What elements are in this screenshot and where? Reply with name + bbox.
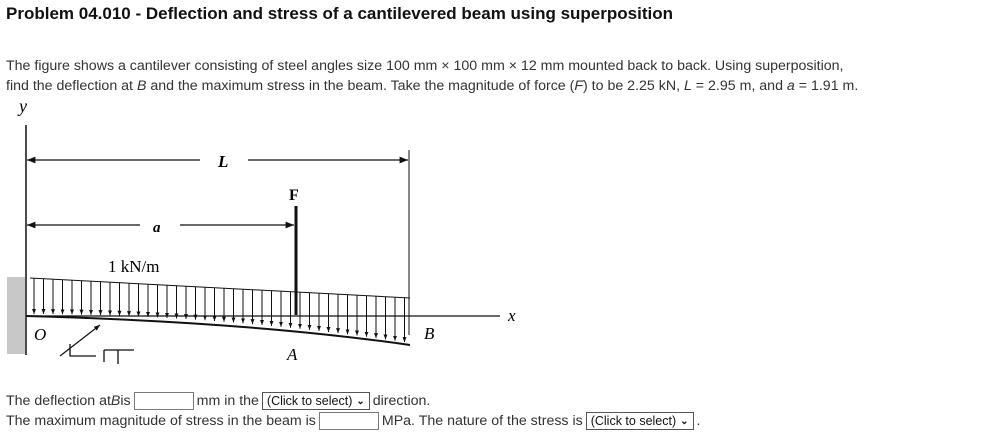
A-label: A <box>286 345 298 364</box>
angle-section-icon <box>69 344 134 364</box>
x-axis-label: x <box>507 306 516 325</box>
question-deflection: The deflection at B is mm in the (Click … <box>6 392 430 410</box>
q2-unit: MPa. The nature of the stress is <box>381 413 583 429</box>
page-title: Problem 04.010 - Deflection and stress o… <box>6 4 673 23</box>
question-stress: The maximum magnitude of stress in the b… <box>6 412 701 430</box>
F-label: F <box>289 187 299 204</box>
chevron-down-icon: ⌄ <box>356 395 365 407</box>
stress-nature-select-value: (Click to select) <box>590 414 677 428</box>
stress-input[interactable] <box>318 412 379 430</box>
q2-suffix: . <box>696 413 701 429</box>
direction-select[interactable]: (Click to select) ⌄ <box>261 392 370 410</box>
L-label: L <box>217 152 228 171</box>
O-label: O <box>34 325 46 344</box>
beam-figure: y L a F 1 kN/m x O A B <box>7 96 516 364</box>
direction-select-value: (Click to select) <box>266 394 353 408</box>
y-axis-label: y <box>17 96 27 116</box>
q1-unit: mm in the <box>196 393 259 409</box>
angle-section-left <box>59 324 101 357</box>
distributed-load-arrows <box>32 278 407 343</box>
chevron-down-icon: ⌄ <box>680 415 689 427</box>
stress-nature-select[interactable]: (Click to select) ⌄ <box>585 412 694 430</box>
q2-prefix: The maximum magnitude of stress in the b… <box>6 413 316 429</box>
q1-is: is <box>120 393 131 409</box>
B-label: B <box>424 324 435 343</box>
load-label: 1 kN/m <box>108 257 159 276</box>
problem-line-2: find the deflection at B and the maximum… <box>6 78 859 94</box>
load-top-line <box>29 277 411 299</box>
q1-suffix: direction. <box>372 393 431 409</box>
a-label: a <box>153 220 161 236</box>
deflection-input[interactable] <box>133 392 194 410</box>
deflected-beam-curve <box>25 315 411 346</box>
problem-line-1: The figure shows a cantilever consisting… <box>6 58 844 74</box>
q1-prefix: The deflection at <box>6 393 111 409</box>
problem-statement: The figure shows a cantilever consisting… <box>6 56 978 96</box>
q1-var: B <box>110 393 121 409</box>
wall-support <box>7 277 25 354</box>
